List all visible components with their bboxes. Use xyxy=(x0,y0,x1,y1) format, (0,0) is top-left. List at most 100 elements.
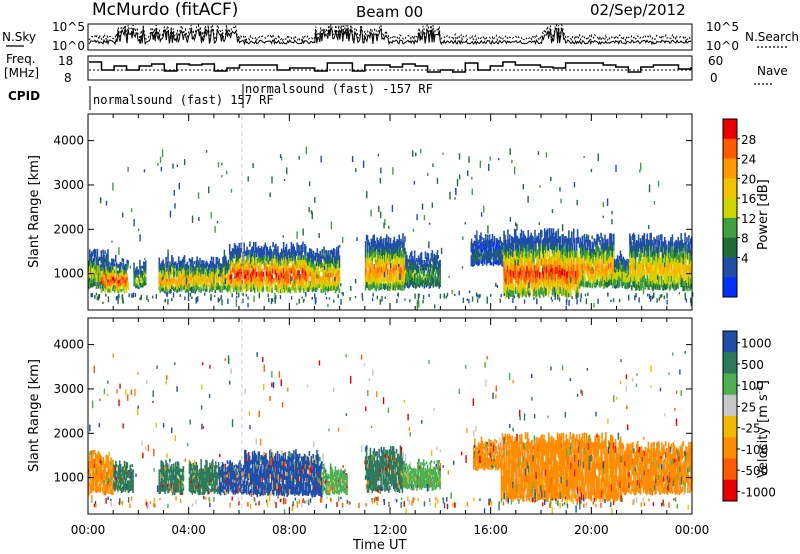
data-cell xyxy=(227,270,230,274)
data-cell xyxy=(662,241,665,248)
data-cell xyxy=(508,278,510,285)
data-cell xyxy=(616,279,619,284)
data-cell xyxy=(168,284,170,288)
data-cell xyxy=(436,270,438,275)
data-cell xyxy=(529,269,531,277)
data-cell xyxy=(259,282,262,287)
data-cell xyxy=(638,285,641,291)
data-cell xyxy=(177,271,180,275)
data-cell xyxy=(439,263,441,267)
data-cell xyxy=(422,264,425,268)
data-cell xyxy=(276,263,278,269)
data-cell xyxy=(517,251,520,259)
data-cell xyxy=(384,267,386,274)
data-cell xyxy=(435,262,438,266)
data-cell xyxy=(404,265,406,272)
data-cell xyxy=(399,262,401,269)
data-cell xyxy=(143,267,146,270)
data-cell xyxy=(435,258,438,263)
data-cell xyxy=(612,241,614,247)
data-cell xyxy=(604,274,606,280)
data-cell xyxy=(309,248,312,254)
data-cell xyxy=(607,276,609,282)
data-cell xyxy=(590,274,593,280)
data-cell xyxy=(671,269,674,276)
ground-scatter-point xyxy=(166,292,168,297)
data-cell xyxy=(394,264,397,270)
data-cell xyxy=(228,259,231,265)
data-cell xyxy=(551,253,554,261)
data-cell xyxy=(605,244,607,250)
power-colorbar-label: Power [dB] xyxy=(756,179,771,250)
data-cell xyxy=(411,259,414,263)
data-cell xyxy=(430,264,433,268)
data-cell xyxy=(187,287,190,291)
data-cell xyxy=(167,270,169,275)
scatter-point xyxy=(489,156,491,161)
data-cell xyxy=(89,485,92,490)
data-cell xyxy=(515,235,518,243)
data-cell xyxy=(386,258,389,264)
data-cell xyxy=(632,232,635,239)
ground-scatter-point xyxy=(274,299,276,304)
data-cell xyxy=(325,263,327,268)
data-cell xyxy=(675,273,678,279)
data-cell xyxy=(212,264,215,268)
data-cell xyxy=(416,275,419,279)
data-cell xyxy=(191,271,194,276)
data-cell xyxy=(554,267,557,275)
data-cell xyxy=(519,261,522,268)
scatter-point xyxy=(576,199,578,206)
data-cell xyxy=(639,255,642,261)
data-cell xyxy=(198,279,200,283)
data-cell xyxy=(664,278,667,285)
scatter-point xyxy=(434,304,436,309)
data-cell xyxy=(336,286,339,291)
data-cell xyxy=(410,258,413,263)
data-cell xyxy=(196,271,198,275)
data-cell xyxy=(434,279,437,284)
data-cell xyxy=(229,256,232,261)
data-cell xyxy=(543,286,546,294)
data-cell xyxy=(536,269,538,277)
data-cell xyxy=(592,243,595,249)
data-cell xyxy=(615,284,618,289)
data-cell xyxy=(667,258,670,265)
data-cell xyxy=(411,269,414,274)
data-cell xyxy=(316,266,319,272)
data-cell xyxy=(682,242,684,249)
data-cell xyxy=(669,278,672,285)
data-cell xyxy=(371,283,374,290)
data-cell xyxy=(331,258,333,264)
data-cell xyxy=(190,276,193,281)
data-cell xyxy=(619,250,622,255)
data-cell xyxy=(142,277,145,281)
data-cell xyxy=(439,270,441,274)
data-cell xyxy=(200,273,202,278)
data-cell xyxy=(199,286,201,291)
data-cell xyxy=(597,268,599,275)
data-cell xyxy=(385,234,388,241)
data-cell xyxy=(608,263,610,270)
data-cell xyxy=(423,269,426,273)
data-cell xyxy=(521,257,524,264)
data-cell xyxy=(480,239,482,243)
data-cell xyxy=(673,263,676,270)
data-cell xyxy=(240,284,243,290)
data-cell xyxy=(657,279,659,285)
data-cell xyxy=(674,284,677,291)
data-cell xyxy=(370,283,373,290)
data-cell xyxy=(260,286,263,291)
data-cell xyxy=(672,261,675,267)
data-cell xyxy=(423,259,426,264)
data-cell xyxy=(523,234,526,241)
data-cell xyxy=(534,265,536,273)
data-cell xyxy=(500,261,502,265)
data-cell xyxy=(671,252,674,259)
data-cell xyxy=(496,244,499,248)
data-cell xyxy=(324,270,326,275)
data-cell xyxy=(106,262,108,267)
data-cell xyxy=(375,275,377,281)
data-cell xyxy=(392,278,395,285)
data-cell xyxy=(279,256,282,262)
